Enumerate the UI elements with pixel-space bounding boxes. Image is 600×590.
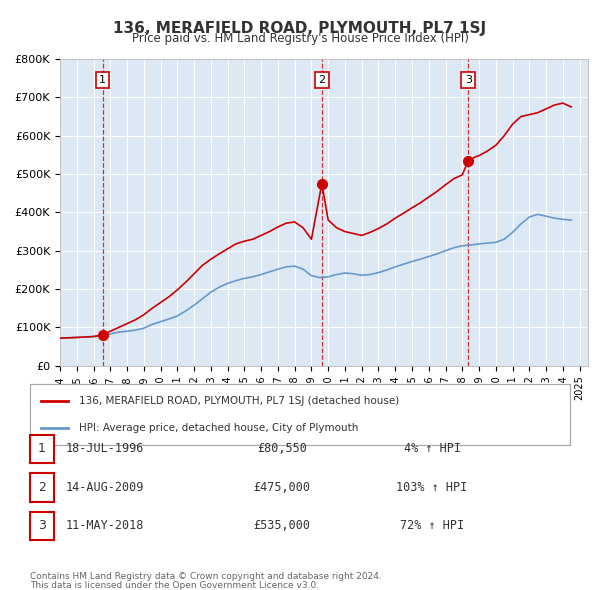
Text: 72% ↑ HPI: 72% ↑ HPI [400, 519, 464, 532]
Text: 1: 1 [38, 442, 46, 455]
Text: 136, MERAFIELD ROAD, PLYMOUTH, PL7 1SJ: 136, MERAFIELD ROAD, PLYMOUTH, PL7 1SJ [113, 21, 487, 35]
Text: 3: 3 [38, 519, 46, 532]
Text: 103% ↑ HPI: 103% ↑ HPI [397, 481, 467, 494]
Text: 14-AUG-2009: 14-AUG-2009 [66, 481, 144, 494]
Text: This data is licensed under the Open Government Licence v3.0.: This data is licensed under the Open Gov… [30, 581, 319, 590]
Text: 2: 2 [38, 481, 46, 494]
Text: 4% ↑ HPI: 4% ↑ HPI [404, 442, 461, 455]
Text: 11-MAY-2018: 11-MAY-2018 [66, 519, 144, 532]
Text: £80,550: £80,550 [257, 442, 307, 455]
Text: Price paid vs. HM Land Registry's House Price Index (HPI): Price paid vs. HM Land Registry's House … [131, 32, 469, 45]
Text: HPI: Average price, detached house, City of Plymouth: HPI: Average price, detached house, City… [79, 423, 358, 433]
Text: £475,000: £475,000 [254, 481, 311, 494]
Text: 3: 3 [465, 75, 472, 85]
Text: £535,000: £535,000 [254, 519, 311, 532]
Text: Contains HM Land Registry data © Crown copyright and database right 2024.: Contains HM Land Registry data © Crown c… [30, 572, 382, 581]
Text: 2: 2 [318, 75, 325, 85]
Text: 1: 1 [99, 75, 106, 85]
Text: 18-JUL-1996: 18-JUL-1996 [66, 442, 144, 455]
Text: 136, MERAFIELD ROAD, PLYMOUTH, PL7 1SJ (detached house): 136, MERAFIELD ROAD, PLYMOUTH, PL7 1SJ (… [79, 396, 399, 406]
